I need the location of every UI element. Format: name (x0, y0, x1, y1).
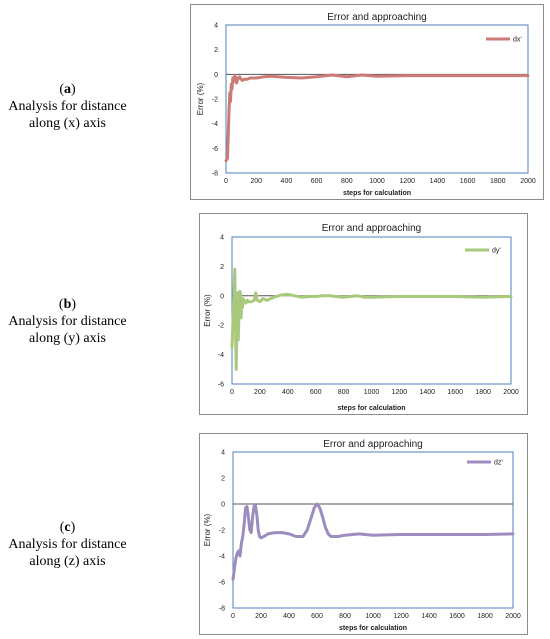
caption-letter: (c) (59, 520, 76, 535)
caption-line: along (z) axis (29, 554, 106, 569)
x-tick-label: 1000 (365, 613, 381, 620)
y-tick-label: 4 (221, 450, 225, 457)
x-axis-label: steps for calculation (339, 625, 407, 632)
x-tick-label: 400 (283, 613, 295, 620)
x-tick-label: 1600 (460, 178, 476, 185)
x-tick-label: 2000 (520, 178, 536, 185)
x-tick-label: 0 (224, 178, 228, 185)
x-tick-label: 1000 (364, 389, 380, 396)
chart-b: Error and approaching steps for calculati… (203, 223, 519, 412)
caption-line: along (x) axis (29, 116, 106, 131)
x-tick-label: 200 (250, 178, 262, 185)
series-line (230, 267, 513, 371)
x-tick-label: 1000 (369, 178, 385, 185)
plot-area (225, 24, 529, 174)
y-axis-label: Error (%) (196, 82, 205, 115)
plot-area (232, 451, 514, 609)
y-tick-label: -4 (212, 121, 218, 128)
chart-c: Error and approaching steps for calculati… (203, 439, 521, 632)
y-tick-label: 0 (221, 502, 225, 509)
x-tick-label: 1600 (447, 389, 463, 396)
series-line (224, 73, 530, 163)
x-tick-label: 600 (310, 389, 322, 396)
x-tick-label: 1800 (475, 389, 491, 396)
y-tick-label: 2 (214, 47, 218, 54)
chart-panel-b: Error and approaching steps for calculati… (199, 213, 528, 415)
chart-title: Error and approaching (322, 223, 422, 234)
y-tick-label: -6 (219, 580, 225, 587)
x-tick-label: 800 (341, 178, 353, 185)
y-tick-label: 0 (214, 72, 218, 79)
y-tick-label: -8 (212, 171, 218, 178)
y-tick-label: 4 (214, 23, 218, 30)
caption-line: Analysis for distance (8, 314, 127, 329)
x-tick-label: 1400 (421, 613, 437, 620)
x-tick-label: 1600 (449, 613, 465, 620)
x-tick-label: 2000 (505, 613, 521, 620)
y-axis-label: Error (%) (203, 513, 212, 546)
y-tick-label: -2 (219, 528, 225, 535)
x-tick-label: 1200 (393, 613, 409, 620)
caption-letter: (b) (58, 297, 77, 312)
legend-label: dz' (494, 460, 503, 467)
x-tick-label: 600 (311, 178, 323, 185)
x-tick-label: 1800 (477, 613, 493, 620)
x-tick-label: 1400 (430, 178, 446, 185)
x-tick-label: 1200 (392, 389, 408, 396)
legend-label: dy' (492, 248, 501, 255)
caption-line: Analysis for distance (8, 99, 127, 114)
caption-line: Analysis for distance (8, 537, 127, 552)
x-tick-label: 800 (338, 389, 350, 396)
y-tick-label: -6 (218, 382, 224, 389)
plot-area (231, 236, 512, 385)
x-tick-label: 800 (339, 613, 351, 620)
y-tick-label: 2 (221, 476, 225, 483)
x-axis-label: steps for calculation (343, 190, 411, 197)
chart-a: Error and approaching steps for calculati… (196, 12, 536, 197)
caption-letter: (a) (59, 82, 76, 97)
y-tick-label: -2 (212, 97, 218, 104)
x-tick-label: 1200 (399, 178, 415, 185)
legend-label: dx' (513, 37, 522, 44)
x-tick-label: 1400 (420, 389, 436, 396)
series-line (231, 502, 515, 581)
y-tick-label: -6 (212, 146, 218, 153)
x-tick-label: 0 (231, 613, 235, 620)
y-tick-label: -4 (219, 554, 225, 561)
y-tick-label: 2 (220, 264, 224, 271)
caption-b: (b) Analysis for distance along (y) axis (0, 296, 135, 347)
y-tick-label: -4 (218, 352, 224, 359)
x-tick-label: 200 (254, 389, 266, 396)
x-tick-label: 2000 (503, 389, 519, 396)
y-axis-label: Error (%) (203, 294, 212, 327)
x-tick-label: 400 (282, 389, 294, 396)
x-tick-label: 600 (311, 613, 323, 620)
caption-c: (c) Analysis for distance along (z) axis (0, 519, 135, 570)
caption-line: along (y) axis (29, 331, 106, 346)
x-tick-label: 200 (255, 613, 267, 620)
y-tick-label: -8 (219, 606, 225, 613)
x-tick-label: 400 (281, 178, 293, 185)
x-tick-label: 0 (230, 389, 234, 396)
y-tick-label: -2 (218, 323, 224, 330)
y-tick-label: 0 (220, 293, 224, 300)
chart-panel-c: Error and approaching steps for calculati… (199, 433, 528, 635)
y-tick-label: 4 (220, 235, 224, 242)
x-axis-label: steps for calculation (337, 405, 405, 412)
x-tick-label: 1800 (490, 178, 506, 185)
chart-title: Error and approaching (323, 439, 423, 450)
caption-a: (a) Analysis for distance along (x) axis (0, 81, 135, 132)
chart-title: Error and approaching (327, 12, 427, 23)
chart-panel-a: Error and approaching steps for calculati… (190, 4, 544, 200)
